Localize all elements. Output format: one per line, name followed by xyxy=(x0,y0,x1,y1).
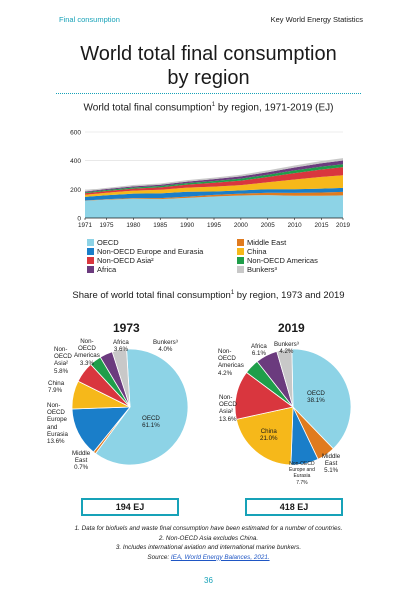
area-series-africa xyxy=(85,160,343,193)
x-tick-label: 1990 xyxy=(180,222,195,229)
legend-item: China xyxy=(237,247,267,256)
source-prefix: Source: xyxy=(147,553,171,561)
pie-1973-label-oecd: OECD 61.1% xyxy=(142,415,160,430)
pie-2019-label-china: China 21.0% xyxy=(260,428,278,443)
legend-item: Bunkers³ xyxy=(237,265,277,274)
legend-label: Middle East xyxy=(247,238,287,247)
pie-1973-label-bunkers: Bunkers³ 4.0% xyxy=(153,339,178,354)
legend-swatch xyxy=(87,257,94,264)
pie-charts-title-suffix: by region, 1973 and 2019 xyxy=(234,290,345,302)
legend-swatch xyxy=(87,248,94,255)
footnote-3: 3. Includes international aviation and i… xyxy=(115,544,302,552)
pie-1973-slice-oecd xyxy=(94,348,189,466)
footnote-1: 1. Data for biofuels and waste final con… xyxy=(74,525,343,532)
x-tick-label: 2005 xyxy=(261,222,276,229)
legend-swatch xyxy=(237,239,244,246)
footnotes: 1. Data for biofuels and waste final con… xyxy=(0,524,417,562)
area-chart-title: World total final consumption1 by region… xyxy=(0,102,417,113)
pie-1973-label-middle-east: Middle East 0.7% xyxy=(72,450,91,472)
source-link[interactable]: IEA, World Energy Balances, 2021. xyxy=(170,553,270,561)
legend-item: Non-OECD Americas xyxy=(237,256,318,265)
pie-1973-total: 194 EJ xyxy=(81,498,179,516)
pie-2019-label-americas: Non- OECD Americas 4.2% xyxy=(218,348,244,377)
pie-2019-total: 418 EJ xyxy=(245,498,343,516)
x-tick-label: 2010 xyxy=(288,222,303,229)
pie-2019-label-oecd: OECD 38.1% xyxy=(307,390,325,405)
pie-1973-label-china: China 7.9% xyxy=(48,380,65,395)
legend-item: Middle East xyxy=(237,238,286,247)
legend-label: China xyxy=(247,247,267,256)
area-series-middle-east xyxy=(85,191,343,201)
area-series-oecd xyxy=(85,195,343,218)
pie-2019-slice-china xyxy=(235,406,294,466)
x-tick-label: 2015 xyxy=(314,222,329,229)
y-tick-label: 400 xyxy=(70,158,81,165)
footnote-marker: 1 xyxy=(230,290,235,296)
pie-2019-label-asia: Non- OECD Asia² 13.6% xyxy=(219,394,237,423)
footnote-marker: 1 xyxy=(211,102,216,108)
pie-1973-slice-bunkers xyxy=(111,348,131,408)
pie-charts-title-text: Share of world total final consumption xyxy=(72,290,231,302)
pie-2019-label-bunkers: Bunkers³ 4.2% xyxy=(274,341,299,356)
y-tick-label: 200 xyxy=(70,187,81,194)
pie-1973-year: 1973 xyxy=(113,321,140,335)
page-title-line-2: by region xyxy=(167,67,250,89)
legend-label: OECD xyxy=(97,238,119,247)
pie-2019-year: 2019 xyxy=(278,321,305,335)
x-tick-label: 1985 xyxy=(153,222,168,229)
legend-item: Non-OECD Europe and Eurasia xyxy=(87,247,203,256)
legend-swatch xyxy=(87,239,94,246)
pie-2019-slice-bunkers xyxy=(276,348,294,408)
page-number: 36 xyxy=(204,576,213,585)
x-tick-label: 2019 xyxy=(336,222,351,229)
source-line: Source: IEA, World Energy Balances, 2021… xyxy=(0,553,417,563)
area-series-non-oecd-americas xyxy=(85,164,343,194)
title-divider xyxy=(56,93,361,94)
legend-label: Non-OECD Asia² xyxy=(97,256,154,265)
area-chart: 0 200 400 600 1971 1975 1980 1985 1990 1995 2000 20… xyxy=(70,130,351,230)
pie-2019-label-africa: Africa 6.1% xyxy=(251,343,267,358)
x-tick-label: 1980 xyxy=(126,222,141,229)
pie-2019-slice-oecd xyxy=(291,348,352,450)
x-tick-label: 1971 xyxy=(78,222,93,229)
pie-1973-label-europe: Non- OECD Europe and Eurasia 13.6% xyxy=(47,402,68,446)
publication-header: Key World Energy Statistics xyxy=(270,15,363,24)
legend-swatch xyxy=(87,266,94,273)
legend-label: Non-OECD Americas xyxy=(247,256,318,265)
legend-label: Bunkers³ xyxy=(247,265,278,274)
area-series-non-oecd-europe-and-eurasia xyxy=(85,187,343,201)
pie-charts-title: Share of world total final consumption1 … xyxy=(0,290,417,301)
pie-2019-label-europe: Non-OECD Europe and Eurasia 7.7% xyxy=(289,461,315,486)
footnote-2: 2. Non-OECD Asia excludes China. xyxy=(158,534,259,542)
pie-1973-label-africa: Africa 3.6% xyxy=(113,339,129,354)
area-series-bunkers xyxy=(85,158,343,192)
area-chart-title-text: World total final consumption xyxy=(83,102,212,114)
section-header: Final consumption xyxy=(59,15,120,24)
page-title-line-1: World total final consumption xyxy=(80,43,337,65)
area-series-non-oecd-asia xyxy=(85,167,343,195)
legend-item: Non-OECD Asia² xyxy=(87,256,154,265)
x-tick-label: 2000 xyxy=(234,222,249,229)
legend-item: OECD xyxy=(87,238,119,247)
pie-charts xyxy=(71,348,352,466)
legend-swatch xyxy=(237,257,244,264)
pie-1973-label-americas: Non- OECD Americas 3.3% xyxy=(74,338,100,367)
x-tick-label: 1995 xyxy=(207,222,222,229)
x-tick-label: 1975 xyxy=(99,222,114,229)
legend-swatch xyxy=(237,266,244,273)
legend-swatch xyxy=(237,248,244,255)
area-chart-title-suffix: by region, 1971-2019 (EJ) xyxy=(215,102,334,114)
legend-label: Africa xyxy=(97,265,117,274)
area-series-china xyxy=(85,175,343,197)
legend-item: Africa xyxy=(87,265,116,274)
pie-1973-label-asia: Non- OECD Asia² 5.8% xyxy=(54,346,72,375)
y-tick-label: 600 xyxy=(70,130,81,137)
page-title: World total final consumption by region xyxy=(0,42,417,90)
legend-label: Non-OECD Europe and Eurasia xyxy=(97,247,204,256)
y-tick-label: 0 xyxy=(77,216,81,223)
pie-2019-label-middle-east: Middle East 5.1% xyxy=(322,453,341,475)
